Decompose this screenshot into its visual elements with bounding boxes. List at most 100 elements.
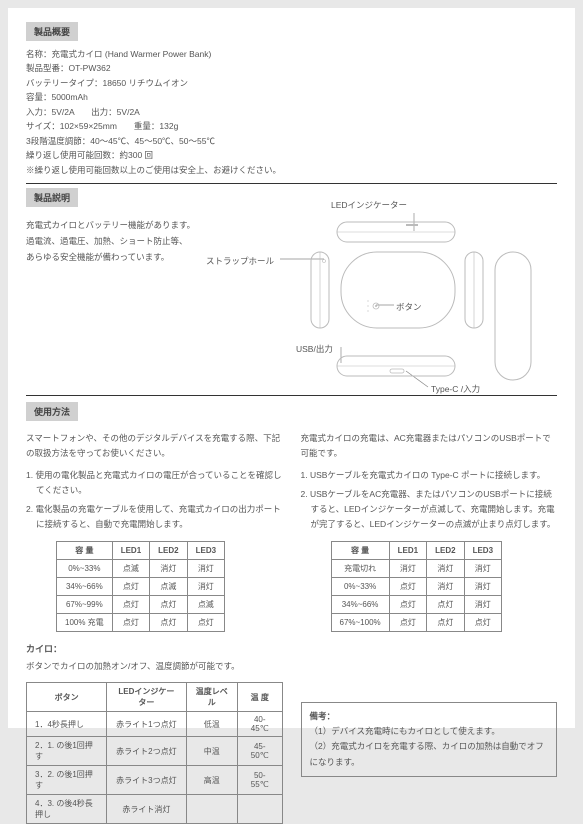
td: 100% 充電 xyxy=(57,613,113,631)
device-back-view xyxy=(494,251,532,381)
td: 50-55℃ xyxy=(238,766,283,795)
kairo-desc: ボタンでカイロの加熱オン/オフ、温度調節が可能です。 xyxy=(26,659,283,674)
overview-specs: 名称：充電式カイロ (Hand Warmer Power Bank) 製品型番：… xyxy=(26,47,557,177)
usage-left-intro: スマートフォンや、その他のデジタルデバイスを充電する際、下記の取扱方法を守ってお… xyxy=(26,431,283,462)
notes-box: 備考： （1）デバイス充電時にもカイロとして使えます。 （2）充電式カイロを充電… xyxy=(301,702,558,777)
overview-header: 製品概要 xyxy=(26,22,78,41)
td: 点灯 xyxy=(464,613,501,631)
usage-right-steps: 1. USBケーブルを充電式カイロの Type-C ポートに接続します。 2. … xyxy=(301,468,558,533)
td: 点滅 xyxy=(112,559,149,577)
device-right-view xyxy=(464,251,484,329)
td: 点灯 xyxy=(427,613,464,631)
td: 高温 xyxy=(186,766,237,795)
td: 0%~33% xyxy=(331,577,389,595)
usage-right-intro: 充電式カイロの充電は、AC充電器またはパソコンのUSBポートで可能です。 xyxy=(301,431,558,462)
td: 赤ライト消灯 xyxy=(107,795,186,824)
td: 消灯 xyxy=(464,595,501,613)
td xyxy=(238,795,283,824)
led-table-left: 容 量 LED1 LED2 LED3 0%~33%点滅消灯消灯 34%~66%点… xyxy=(56,541,225,632)
td: 消灯 xyxy=(427,559,464,577)
td: 2．1. の後1回押す xyxy=(27,737,107,766)
spec-line: 入力：5V/2A 出力：5V/2A xyxy=(26,105,557,119)
th: LED2 xyxy=(427,541,464,559)
td xyxy=(186,795,237,824)
spec-line: 3段階温度調節：40～45℃、45～50℃、50～55℃ xyxy=(26,134,557,148)
th: 容 量 xyxy=(57,541,113,559)
led-table-right: 容 量 LED1 LED2 LED3 充電切れ消灯消灯消灯 0%~33%点灯消灯… xyxy=(331,541,503,632)
td: 消灯 xyxy=(464,577,501,595)
td: 点灯 xyxy=(187,613,224,631)
device-left-view xyxy=(310,251,330,329)
spec-line: 繰り返し使用可能回数：約300 回 xyxy=(26,148,557,162)
notes-title: 備考： xyxy=(310,709,549,724)
usage-left-steps: 1. 使用の電化製品と充電式カイロの電圧が合っていることを確認してください。 2… xyxy=(26,468,283,533)
th: 温度レベル xyxy=(186,683,237,712)
td: 点灯 xyxy=(389,595,426,613)
section-overview: 製品概要 名称：充電式カイロ (Hand Warmer Power Bank) … xyxy=(26,22,557,177)
td: 40-45℃ xyxy=(238,712,283,737)
usage-header: 使用方法 xyxy=(26,402,78,421)
th: LED1 xyxy=(389,541,426,559)
spec-line: バッテリータイプ：18650 リチウムイオン xyxy=(26,76,557,90)
note-line: （2）充電式カイロを充電する際、カイロの加熱は自動でオフになります。 xyxy=(310,739,549,770)
td: 3．2. の後1回押す xyxy=(27,766,107,795)
td: 点滅 xyxy=(187,595,224,613)
section-usage: 使用方法 スマートフォンや、その他のデジタルデバイスを充電する際、下記の取扱方法… xyxy=(26,402,557,824)
td: 点滅 xyxy=(150,577,187,595)
spec-line: ※繰り返し使用可能回数以上のご使用は安全上、お避けください。 xyxy=(26,163,557,177)
step: 2. USBケーブルをAC充電器、またはパソコンのUSBポートに接続すると、LE… xyxy=(301,487,558,533)
td: 45-50℃ xyxy=(238,737,283,766)
th: LED1 xyxy=(112,541,149,559)
td: 点灯 xyxy=(112,577,149,595)
th: LEDインジケーター xyxy=(107,683,186,712)
page: 製品概要 名称：充電式カイロ (Hand Warmer Power Bank) … xyxy=(8,8,575,728)
device-top-view xyxy=(336,221,456,243)
spec-line: 容量：5000mAh xyxy=(26,90,557,104)
td: 消灯 xyxy=(187,577,224,595)
th: ボタン xyxy=(27,683,107,712)
td: 34%~66% xyxy=(331,595,389,613)
desc-line: あらゆる安全機能が備わっています。 xyxy=(26,249,196,265)
td: 点灯 xyxy=(112,595,149,613)
td: 中温 xyxy=(186,737,237,766)
td: 点灯 xyxy=(427,595,464,613)
th: 温 度 xyxy=(238,683,283,712)
td: 4．3. の後4秒長押し xyxy=(27,795,107,824)
th: LED3 xyxy=(464,541,501,559)
usage-left-col: スマートフォンや、その他のデジタルデバイスを充電する際、下記の取扱方法を守ってお… xyxy=(26,431,283,824)
desc-line: 過電流、過電圧、加熱、ショート防止等、 xyxy=(26,233,196,249)
section-description: 製品説明 充電式カイロとバッテリー機能があります。 過電流、過電圧、加熱、ショー… xyxy=(26,188,557,393)
th: LED3 xyxy=(187,541,224,559)
kairo-title: カイロ： xyxy=(26,642,283,655)
step: 1. 使用の電化製品と充電式カイロの電圧が合っていることを確認してください。 xyxy=(26,468,283,499)
desc-header: 製品説明 xyxy=(26,188,78,207)
td: 34%~66% xyxy=(57,577,113,595)
td: 消灯 xyxy=(187,559,224,577)
label-led: LEDインジケーター xyxy=(331,199,407,211)
td: 点灯 xyxy=(112,613,149,631)
td: 充電切れ xyxy=(331,559,389,577)
spec-line: 名称：充電式カイロ (Hand Warmer Power Bank) xyxy=(26,47,557,61)
td: 1．4秒長押し xyxy=(27,712,107,737)
desc-line: 充電式カイロとバッテリー機能があります。 xyxy=(26,217,196,233)
td: 低温 xyxy=(186,712,237,737)
device-front-view xyxy=(340,251,456,329)
td: 点灯 xyxy=(150,595,187,613)
td: 67%~100% xyxy=(331,613,389,631)
product-diagram: LEDインジケーター ストラップホール ボタン USB/出力 Type-C /入… xyxy=(206,213,557,393)
usage-right-col: 充電式カイロの充電は、AC充電器またはパソコンのUSBポートで可能です。 1. … xyxy=(301,431,558,824)
td: 0%~33% xyxy=(57,559,113,577)
td: 消灯 xyxy=(464,559,501,577)
td: 赤ライト3つ点灯 xyxy=(107,766,186,795)
step: 2. 電化製品の充電ケーブルを使用して、充電式カイロの出力ポートに接続すると、自… xyxy=(26,502,283,533)
desc-text: 充電式カイロとバッテリー機能があります。 過電流、過電圧、加熱、ショート防止等、… xyxy=(26,213,196,393)
spec-line: 製品型番：OT-PW362 xyxy=(26,61,557,75)
td: 点灯 xyxy=(150,613,187,631)
step: 1. USBケーブルを充電式カイロの Type-C ポートに接続します。 xyxy=(301,468,558,483)
td: 赤ライト1つ点灯 xyxy=(107,712,186,737)
kairo-table: ボタン LEDインジケーター 温度レベル 温 度 1．4秒長押し赤ライト1つ点灯… xyxy=(26,682,283,824)
th: LED2 xyxy=(150,541,187,559)
td: 消灯 xyxy=(150,559,187,577)
td: 消灯 xyxy=(389,559,426,577)
spec-line: サイズ：102×59×25mm 重量：132g xyxy=(26,119,557,133)
